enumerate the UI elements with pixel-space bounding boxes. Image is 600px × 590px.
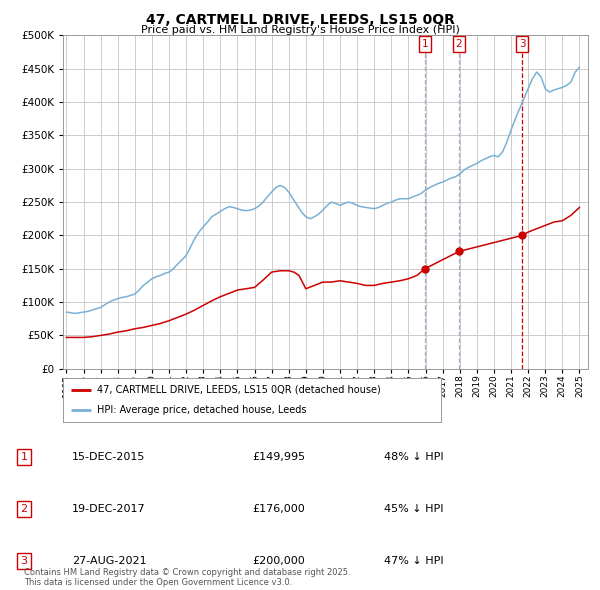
Text: 47, CARTMELL DRIVE, LEEDS, LS15 0QR: 47, CARTMELL DRIVE, LEEDS, LS15 0QR — [146, 13, 454, 27]
Text: 3: 3 — [20, 556, 28, 566]
Text: 47% ↓ HPI: 47% ↓ HPI — [384, 556, 443, 566]
Text: 1: 1 — [422, 39, 428, 49]
Text: HPI: Average price, detached house, Leeds: HPI: Average price, detached house, Leed… — [97, 405, 307, 415]
Text: 48% ↓ HPI: 48% ↓ HPI — [384, 452, 443, 462]
Text: £149,995: £149,995 — [252, 452, 305, 462]
Text: 19-DEC-2017: 19-DEC-2017 — [72, 504, 146, 514]
Text: 2: 2 — [20, 504, 28, 514]
Text: 2: 2 — [456, 39, 463, 49]
Text: 47, CARTMELL DRIVE, LEEDS, LS15 0QR (detached house): 47, CARTMELL DRIVE, LEEDS, LS15 0QR (det… — [97, 385, 381, 395]
Text: Contains HM Land Registry data © Crown copyright and database right 2025.
This d: Contains HM Land Registry data © Crown c… — [24, 568, 350, 587]
Text: 15-DEC-2015: 15-DEC-2015 — [72, 452, 145, 462]
Text: 3: 3 — [519, 39, 526, 49]
Text: £176,000: £176,000 — [252, 504, 305, 514]
Text: £200,000: £200,000 — [252, 556, 305, 566]
Text: 45% ↓ HPI: 45% ↓ HPI — [384, 504, 443, 514]
Text: 1: 1 — [20, 452, 28, 462]
Text: Price paid vs. HM Land Registry's House Price Index (HPI): Price paid vs. HM Land Registry's House … — [140, 25, 460, 35]
Text: 27-AUG-2021: 27-AUG-2021 — [72, 556, 146, 566]
